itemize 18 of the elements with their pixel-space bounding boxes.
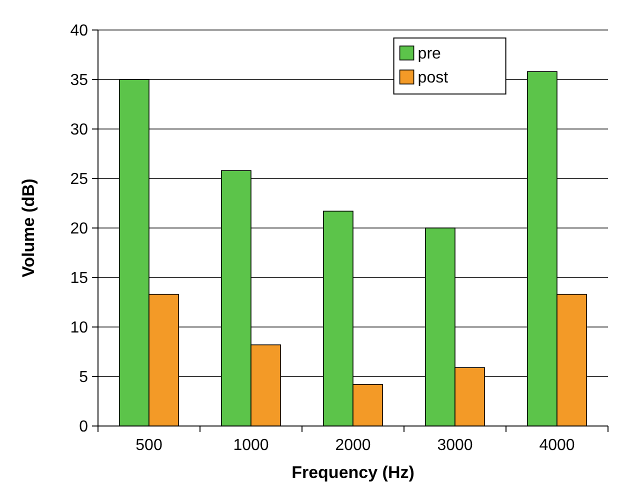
x-tick-label: 1000 [233,437,269,454]
y-tick-label: 15 [70,270,88,288]
y-tick-label: 40 [70,22,88,40]
y-tick-label: 25 [70,171,88,188]
y-tick-label: 5 [79,369,88,386]
x-axis-title: Frequency (Hz) [292,463,414,482]
y-tick-label: 20 [70,220,88,238]
legend-label: post [418,70,449,87]
x-tick-label: 500 [136,437,162,454]
x-tick-label: 2000 [335,437,371,454]
y-tick-label: 0 [79,418,88,436]
legend-label: pre [418,46,442,63]
y-tick-label: 10 [70,320,88,337]
x-tick-label: 4000 [539,437,575,454]
y-tick-label: 35 [70,72,88,90]
y-tick-label: 30 [70,122,88,139]
y-axis-title: Volume (dB) [19,178,38,278]
x-tick-label: 3000 [437,437,473,454]
